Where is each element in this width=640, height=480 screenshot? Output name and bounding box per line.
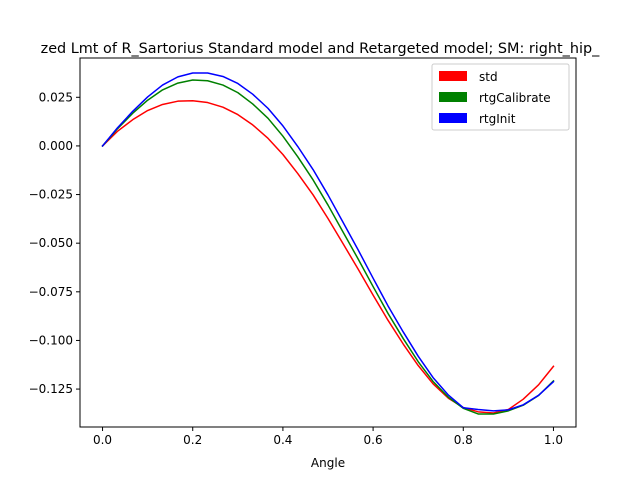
legend-label-rtgCalibrate: rtgCalibrate bbox=[479, 91, 551, 105]
y-tick-label: −0.050 bbox=[29, 236, 73, 250]
x-axis: 0.0 0.2 0.4 0.6 0.8 1.0 bbox=[93, 427, 563, 447]
x-tick-label: 0.4 bbox=[273, 433, 292, 447]
x-tick-label: 0.0 bbox=[93, 433, 112, 447]
y-tick-label: 0.025 bbox=[39, 90, 73, 104]
y-tick-label: −0.075 bbox=[29, 285, 73, 299]
series-line-rtgCalibrate bbox=[101, 79, 555, 415]
plot-frame bbox=[79, 57, 577, 428]
legend-label-rtgInit: rtgInit bbox=[479, 112, 516, 126]
y-tick-label: −0.100 bbox=[29, 333, 73, 347]
y-tick-label: −0.025 bbox=[29, 188, 73, 202]
legend-label-std: std bbox=[479, 70, 498, 84]
legend: std rtgCalibrate rtgInit bbox=[431, 63, 570, 131]
x-axis-label: Angle bbox=[311, 456, 345, 470]
series-line-std bbox=[101, 100, 555, 414]
legend-swatch-rtgCalibrate bbox=[439, 92, 467, 102]
y-axis: 0.025 0.000 −0.025 −0.050 −0.075 −0.100 −0.125 bbox=[29, 90, 80, 396]
x-tick-label: 1.0 bbox=[544, 433, 563, 447]
x-tick-label: 0.2 bbox=[183, 433, 202, 447]
series-layer bbox=[101, 72, 555, 415]
x-tick-label: 0.6 bbox=[364, 433, 383, 447]
legend-swatch-rtgInit bbox=[439, 113, 467, 123]
chart-title: zed Lmt of R_Sartorius Standard model an… bbox=[41, 41, 600, 57]
series-line-rtgInit bbox=[101, 72, 555, 412]
y-tick-label: −0.125 bbox=[29, 382, 73, 396]
y-tick-label: 0.000 bbox=[39, 139, 73, 153]
x-tick-label: 0.8 bbox=[454, 433, 473, 447]
legend-swatch-std bbox=[439, 71, 467, 81]
